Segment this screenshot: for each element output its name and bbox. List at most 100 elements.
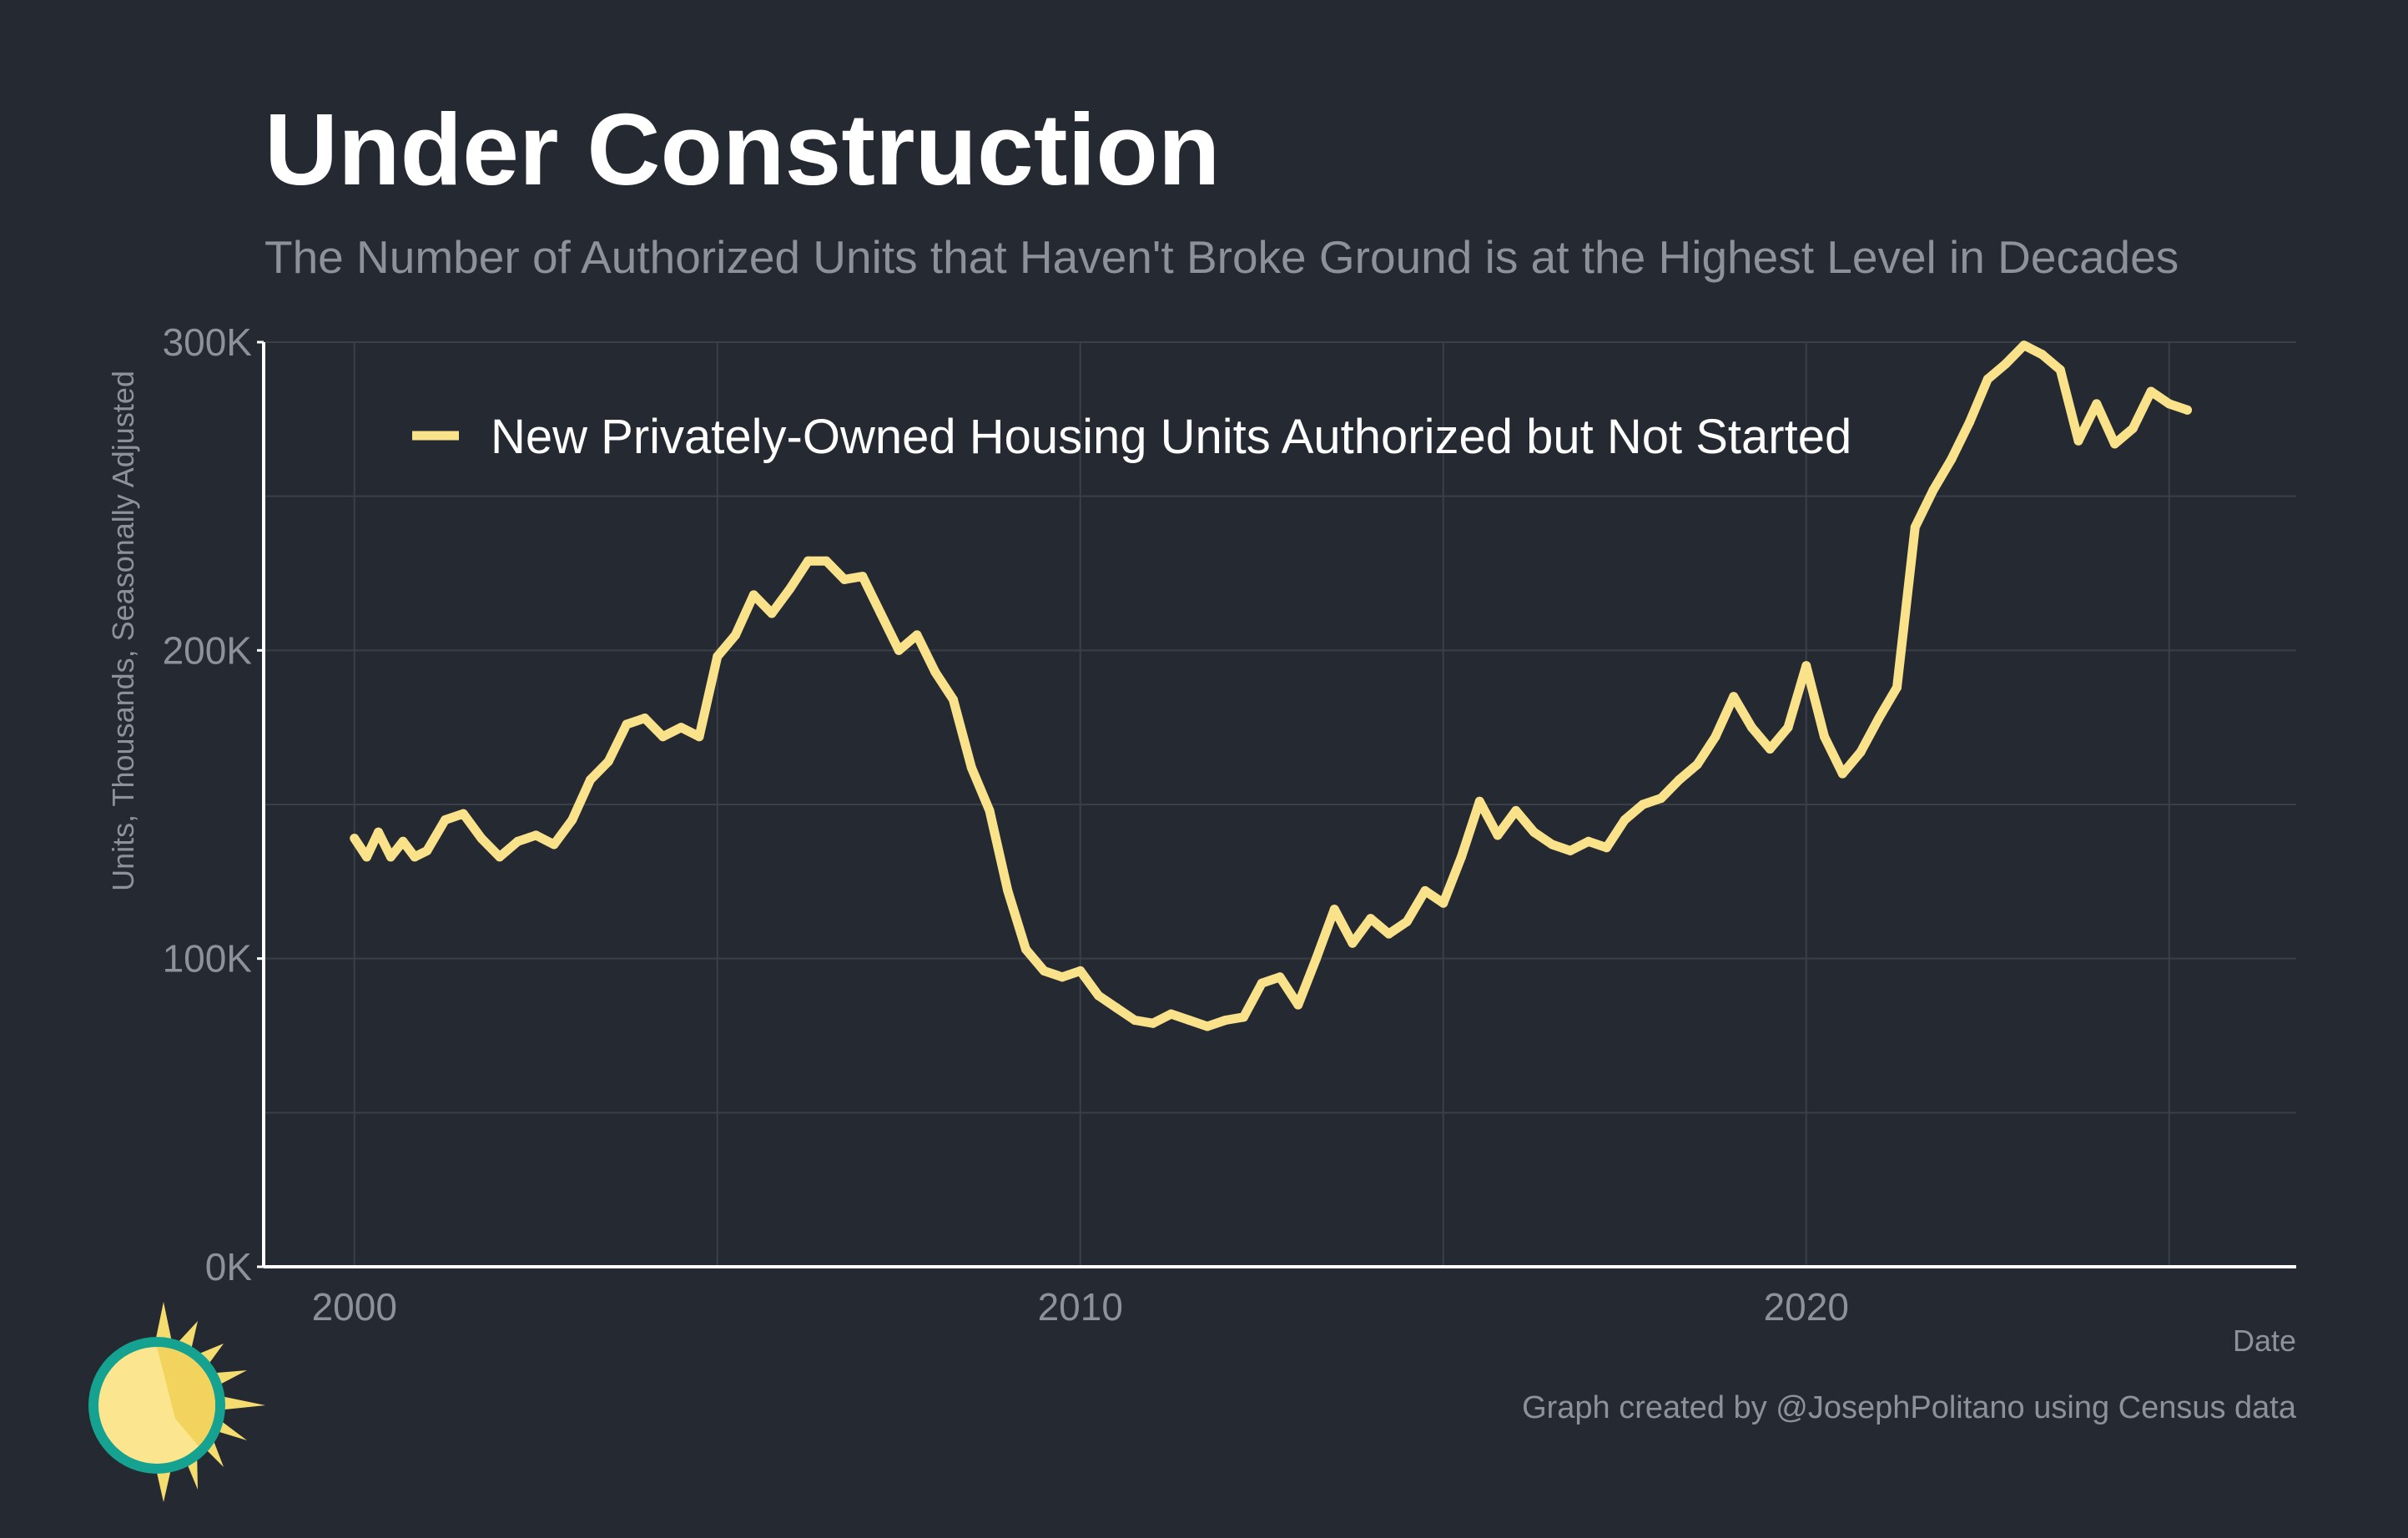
data-point <box>2128 423 2138 433</box>
legend-label: New Privately-Owned Housing Units Author… <box>491 410 1851 464</box>
chart-title: Under Construction <box>264 93 1221 206</box>
x-tick-label: 2020 <box>1764 1285 1849 1329</box>
data-point <box>2164 399 2174 409</box>
data-point <box>622 719 632 729</box>
data-point <box>1982 374 1992 384</box>
data-point <box>1239 1012 1248 1022</box>
data-point <box>2110 439 2119 449</box>
data-point <box>1729 692 1739 702</box>
chart-subtitle: The Number of Authorized Units that Have… <box>264 231 2179 283</box>
data-point <box>821 556 831 566</box>
data-point <box>1511 805 1521 815</box>
data-point <box>1293 1000 1303 1010</box>
data-point <box>1874 714 1884 724</box>
data-point <box>1329 905 1339 915</box>
y-tick-label: 300K <box>163 320 253 364</box>
data-point <box>1457 852 1466 862</box>
data-point <box>1620 815 1630 824</box>
data-point <box>374 827 383 837</box>
data-point <box>1094 991 1103 1001</box>
series-layer <box>350 340 2192 1031</box>
data-point <box>966 763 976 773</box>
y-tick-label: 200K <box>163 628 253 672</box>
data-point <box>2092 399 2102 409</box>
data-point <box>894 645 904 655</box>
data-point <box>1130 1016 1140 1025</box>
x-axis-title: Date <box>2233 1324 2296 1358</box>
x-tick-label: 2010 <box>1038 1285 1123 1329</box>
credit-caption: Graph created by @JosephPolitano using C… <box>1522 1390 2296 1425</box>
data-point <box>1947 454 1957 464</box>
data-point <box>1166 1009 1176 1019</box>
data-point <box>586 775 595 784</box>
data-point <box>567 815 577 824</box>
data-point <box>1202 1021 1212 1031</box>
data-point <box>1021 945 1030 955</box>
grid-lines <box>264 341 2296 1268</box>
sun-logo-icon <box>88 1302 265 1502</box>
data-point <box>1221 1016 1231 1025</box>
data-point <box>748 590 758 600</box>
y-tick-label: 100K <box>163 937 253 981</box>
data-point <box>2183 405 2192 415</box>
data-point <box>422 845 432 855</box>
data-point <box>1348 938 1358 948</box>
data-point <box>398 836 408 846</box>
data-point <box>1039 966 1049 976</box>
data-point <box>1111 1003 1121 1013</box>
data-point <box>549 840 559 850</box>
data-point <box>513 836 522 846</box>
data-point <box>2073 436 2083 446</box>
data-point <box>1710 732 1720 742</box>
data-point <box>2038 350 2047 360</box>
data-point <box>2001 359 2011 369</box>
data-point <box>694 732 704 742</box>
data-point <box>1057 972 1067 982</box>
data-point <box>1312 954 1321 964</box>
data-point <box>1384 929 1393 939</box>
data-point <box>985 805 995 815</box>
data-point <box>1820 732 1829 742</box>
data-point <box>912 630 922 640</box>
y-tick-label: 0K <box>205 1245 253 1288</box>
data-point <box>858 572 868 582</box>
data-point <box>1837 769 1847 779</box>
data-point <box>1529 827 1539 837</box>
data-point <box>1184 1016 1194 1025</box>
data-point <box>362 852 371 862</box>
x-tick-label: 2000 <box>312 1285 397 1329</box>
data-point <box>531 830 541 840</box>
data-point <box>476 834 486 844</box>
data-point <box>1584 836 1594 846</box>
data-point <box>458 809 468 819</box>
data-point <box>949 694 958 704</box>
data-point <box>839 574 849 584</box>
data-point <box>1910 522 1920 532</box>
data-point <box>1547 840 1557 850</box>
y-axis-title: Units, Thousands, Seasonally Adjusted <box>106 371 140 891</box>
data-point <box>1148 1018 1158 1028</box>
series-points <box>350 340 2192 1031</box>
data-point <box>804 556 813 566</box>
data-point <box>930 667 940 677</box>
data-point <box>603 756 613 766</box>
data-point <box>1275 972 1285 982</box>
data-point <box>1801 661 1811 671</box>
data-point <box>1783 723 1793 733</box>
data-point <box>1420 885 1430 895</box>
data-point <box>2019 340 2029 350</box>
data-point <box>1747 723 1756 733</box>
data-point <box>713 652 723 662</box>
data-point <box>676 723 686 733</box>
data-point <box>1892 683 1902 693</box>
data-point <box>1675 775 1684 784</box>
data-point <box>876 608 885 618</box>
data-point <box>1565 845 1575 855</box>
data-point <box>385 852 395 862</box>
data-point <box>1692 759 1702 769</box>
data-point <box>785 584 795 593</box>
sun-shade <box>157 1347 216 1446</box>
legend: New Privately-Owned Housing Units Author… <box>412 410 1851 464</box>
data-point <box>1257 978 1267 988</box>
